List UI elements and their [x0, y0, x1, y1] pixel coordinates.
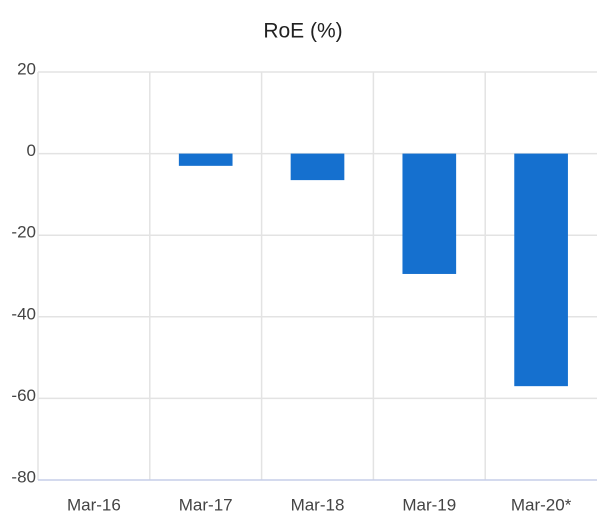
bar — [402, 153, 457, 274]
bar — [514, 153, 568, 387]
y-tick-label: -80 — [11, 467, 36, 486]
x-tick-label: Mar-20* — [511, 495, 572, 514]
y-tick-label: -20 — [11, 223, 36, 242]
y-tick-label: 20 — [17, 59, 36, 78]
y-tick-label: -40 — [11, 304, 36, 323]
x-tick-label: Mar-18 — [291, 495, 345, 514]
x-tick-label: Mar-19 — [402, 495, 456, 514]
y-tick-label: -60 — [11, 386, 36, 405]
bar — [178, 153, 233, 166]
y-tick-label: 0 — [27, 141, 36, 160]
x-tick-label: Mar-17 — [179, 495, 233, 514]
x-tick-label: Mar-16 — [67, 495, 121, 514]
bar — [290, 153, 345, 181]
chart-title: RoE (%) — [263, 20, 342, 43]
